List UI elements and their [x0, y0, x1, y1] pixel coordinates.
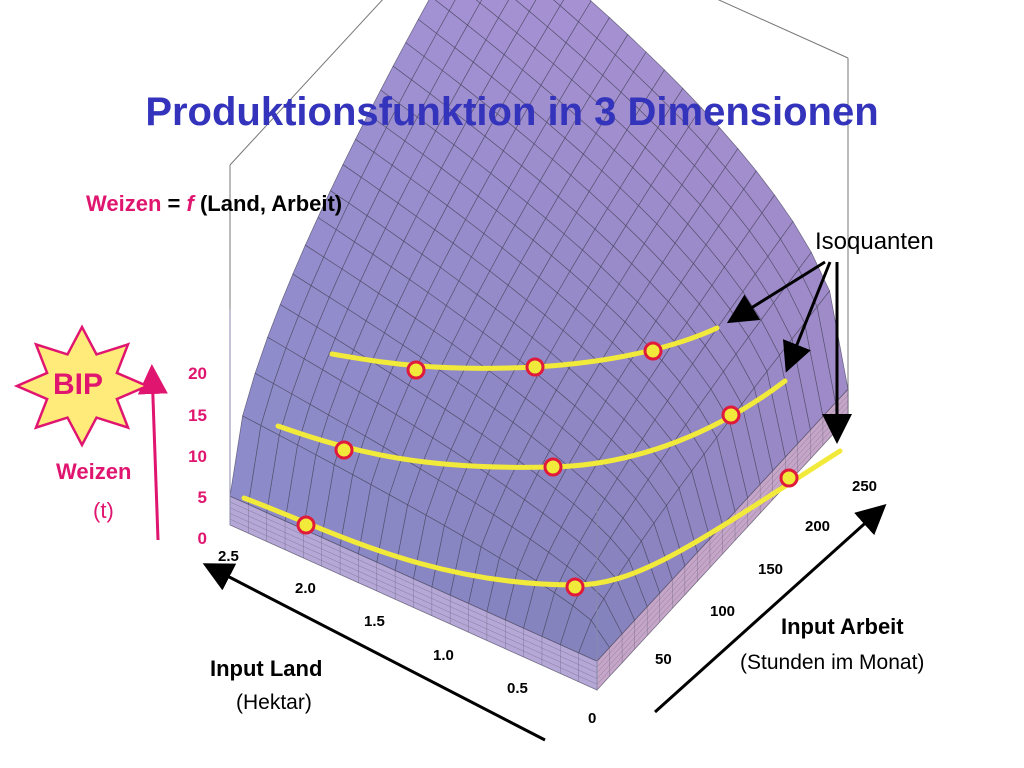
labor-tick-label: 150 [758, 561, 784, 578]
isoquant-label: Isoquanten [815, 228, 934, 255]
side-grid-line [596, 400, 849, 673]
formula-equals: = [167, 191, 181, 216]
formula-output: Weizen [86, 191, 162, 216]
side-grid-line [596, 394, 849, 668]
land-tick-label: 0.5 [507, 680, 528, 697]
z-tick-label: 20 [188, 364, 207, 383]
isoquant-arrow [726, 260, 826, 324]
z-tick-label: 0 [197, 529, 207, 548]
arrows [137, 260, 887, 742]
surface-patch [553, 0, 565, 7]
side-grid-line [229, 507, 598, 673]
formula-function: f [186, 191, 194, 216]
isoquant-point [525, 357, 545, 377]
side-grid-line [596, 406, 849, 679]
labor-axis-arrow [653, 503, 887, 714]
isoquant-point [334, 440, 354, 460]
isoquant-point [406, 360, 426, 380]
isoquant-point [565, 577, 585, 597]
labor-tick-label: 250 [852, 478, 878, 495]
land-axis-arrow [202, 563, 546, 742]
formula-args: (Land, Arbeit) [199, 191, 343, 216]
formula: Weizen = f (Land, Arbeit) [86, 191, 342, 217]
labor-axis-label: Input Arbeit [781, 614, 904, 639]
land-tick-label: 1.5 [364, 613, 385, 630]
side-grid-line [596, 412, 849, 685]
z-axis-arrow [137, 364, 168, 541]
isoquant-point [543, 457, 563, 477]
isoquant-points [296, 341, 799, 597]
land-tick-label: 2.5 [218, 548, 239, 565]
labor-tick-label: 0 [588, 710, 597, 727]
labor-axis-unit: (Stunden im Monat) [740, 651, 925, 674]
z-tick-label: 15 [188, 406, 207, 425]
z-axis-label: Weizen [56, 459, 132, 484]
bounding-box-front [229, 309, 598, 690]
bip-label: BIP [53, 368, 104, 401]
page-title: Produktionsfunktion in 3 Dimensionen [145, 90, 879, 134]
side-grid-line [229, 501, 598, 668]
box-edge [229, 0, 383, 166]
isoquant-point [296, 515, 316, 535]
land-tick-label: 1.0 [433, 647, 454, 664]
labor-tick-label: 200 [805, 518, 831, 535]
labor-tick-label: 100 [710, 603, 736, 620]
z-tick-label: 5 [197, 488, 207, 507]
isoquant-point [721, 405, 741, 425]
isoquant-point [643, 341, 663, 361]
land-axis-unit: (Hektar) [236, 691, 312, 714]
box-edge [717, 0, 849, 59]
isoquant-point [779, 468, 799, 488]
starburst-shape [13, 324, 151, 448]
bip-starburst [13, 324, 151, 448]
side-grid-line [229, 513, 598, 679]
side-grid-line [229, 518, 598, 685]
isoquant-arrow [782, 261, 832, 373]
labor-tick-label: 50 [655, 651, 672, 668]
land-axis-label: Input Land [210, 656, 323, 681]
z-axis-unit: (t) [93, 498, 114, 523]
z-tick-label: 10 [188, 447, 207, 466]
land-tick-label: 2.0 [295, 580, 316, 597]
